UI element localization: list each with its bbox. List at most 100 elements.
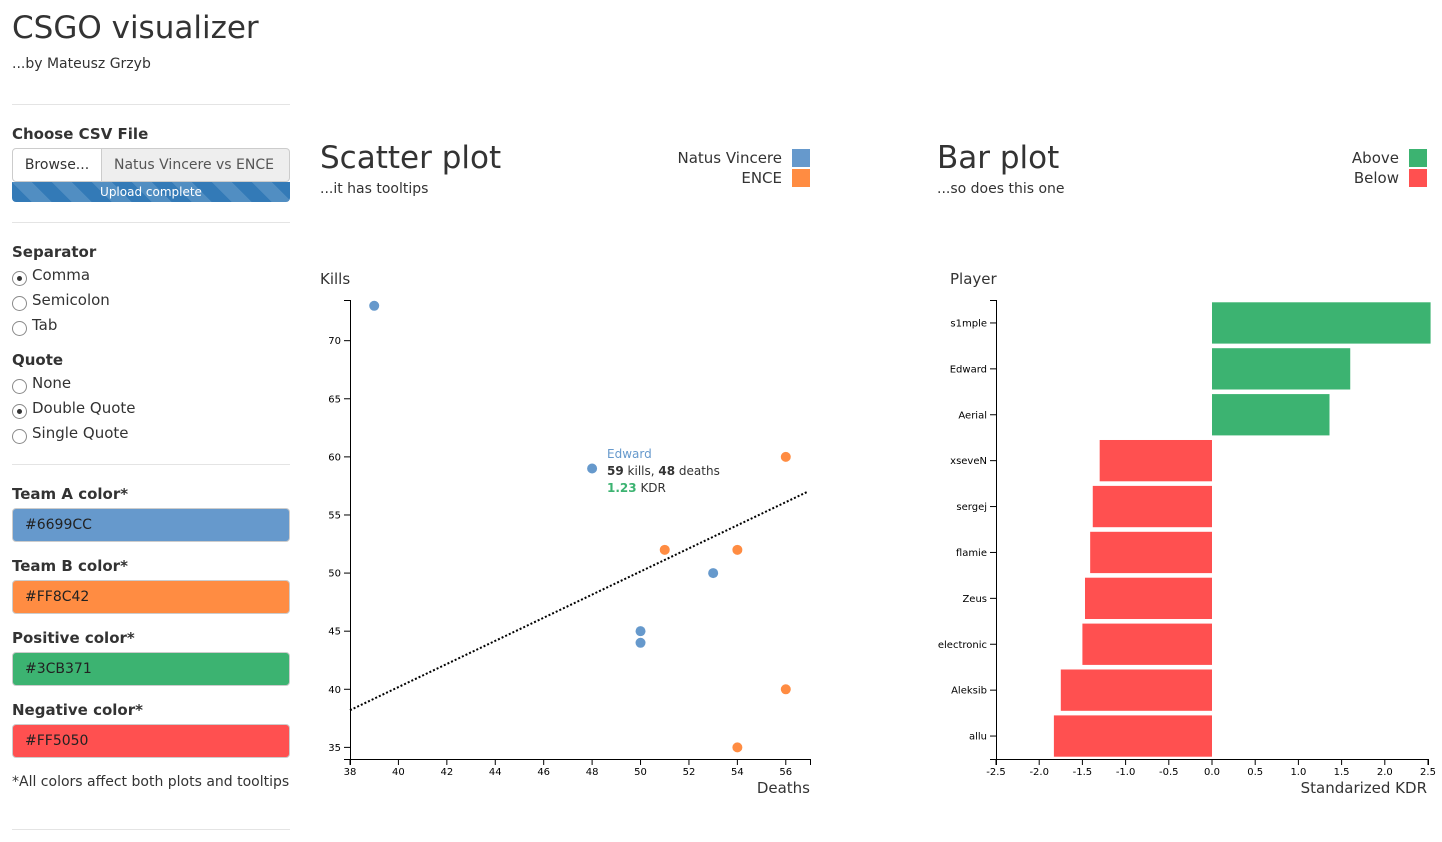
colors-note: *All colors affect both plots and toolti… — [12, 774, 290, 790]
x-tick-label: 2.5 — [1420, 767, 1436, 778]
radio-button[interactable] — [12, 295, 27, 311]
x-tick-label: -2.5 — [986, 767, 1006, 778]
data-point — [659, 544, 670, 555]
bar-Edward — [1212, 348, 1351, 390]
data-point — [587, 463, 598, 474]
radio-button[interactable] — [12, 320, 27, 336]
y-tick-label: 50 — [328, 569, 341, 580]
y-tick-label: Aerial — [958, 410, 987, 421]
quote-option-double[interactable]: Double Quote — [12, 398, 136, 419]
y-tick-label: 70 — [328, 336, 341, 347]
x-tick-label: -1.0 — [1116, 767, 1136, 778]
divider — [12, 829, 290, 830]
bar-title: Bar plot — [937, 140, 1060, 176]
negative-color-input[interactable]: #FF5050 — [12, 724, 290, 758]
x-tick-label: -0.5 — [1159, 767, 1179, 778]
x-tick-label: 1.0 — [1290, 767, 1306, 778]
x-tick-label: -2.0 — [1029, 767, 1049, 778]
tooltip-kdr-row: 1.23 KDR — [607, 480, 720, 497]
bar-allu — [1053, 715, 1212, 757]
bar-Aleksib — [1060, 669, 1212, 711]
team-b-color-input[interactable]: #FF8C42 — [12, 580, 290, 614]
y-tick-label: Aleksib — [951, 686, 987, 697]
positive-color-input[interactable]: #3CB371 — [12, 652, 290, 686]
scatter-tooltip: Edward 59 kills, 48 deaths 1.23 KDR — [607, 446, 720, 497]
y-tick-label: 40 — [328, 685, 341, 696]
y-tick-label: 35 — [328, 743, 341, 754]
data-point — [635, 637, 646, 648]
y-tick-label: Zeus — [962, 594, 987, 605]
legend-label: Below — [1353, 169, 1399, 187]
file-name-field[interactable]: Natus Vincere vs ENCE — [102, 148, 290, 182]
radio-label: Tab — [32, 316, 58, 334]
browse-button[interactable]: Browse... — [12, 148, 102, 182]
separator-option-tab[interactable]: Tab — [12, 315, 58, 336]
quote-label: Quote — [12, 351, 64, 369]
y-tick-label: sergej — [956, 502, 987, 513]
tooltip-kdr-label: KDR — [640, 481, 666, 495]
y-tick-label: allu — [969, 732, 987, 743]
bar-subtitle: ...so does this one — [937, 181, 1065, 197]
y-tick-label: 45 — [328, 627, 341, 638]
bar-electronic — [1082, 623, 1212, 665]
x-tick-label: 48 — [586, 767, 599, 778]
scatter-x-axis-title: Deaths — [756, 779, 810, 797]
bar-Zeus — [1084, 577, 1212, 620]
x-tick-label: 50 — [634, 767, 647, 778]
x-tick-label: 0.5 — [1247, 767, 1263, 778]
radio-label: Single Quote — [32, 424, 129, 442]
bar-sergej — [1092, 485, 1212, 528]
legend-item-below: Below — [1177, 169, 1427, 187]
separator-option-comma[interactable]: Comma — [12, 265, 90, 286]
tooltip-kdr: 1.23 — [607, 481, 637, 495]
y-tick-label: xseveN — [950, 456, 987, 467]
radio-label: None — [32, 374, 72, 392]
radio-button[interactable] — [12, 270, 27, 286]
trend-line — [349, 490, 809, 712]
separator-label: Separator — [12, 243, 97, 261]
quote-option-none[interactable]: None — [12, 373, 72, 394]
radio-button[interactable] — [12, 403, 27, 419]
y-tick-label: 55 — [328, 510, 341, 521]
data-point — [780, 684, 791, 695]
x-tick-label: 0.0 — [1204, 767, 1220, 778]
data-point — [732, 742, 743, 753]
data-point — [635, 626, 646, 637]
tooltip-kills-label: kills, — [627, 464, 655, 478]
separator-option-semicolon[interactable]: Semicolon — [12, 290, 110, 311]
x-tick-label: -1.5 — [1073, 767, 1093, 778]
legend-swatch — [1409, 169, 1427, 187]
divider — [12, 464, 290, 465]
legend-label: Natus Vincere — [677, 149, 782, 167]
legend-swatch — [792, 149, 810, 167]
scatter-title: Scatter plot — [320, 140, 502, 176]
y-tick-label: Edward — [950, 364, 987, 375]
bar-xseveN — [1099, 439, 1212, 482]
legend-swatch — [792, 169, 810, 187]
radio-button[interactable] — [12, 428, 27, 444]
x-tick-label: 40 — [392, 767, 405, 778]
team-b-color-label: Team B color* — [12, 557, 128, 575]
upload-progress: Upload complete — [12, 182, 290, 202]
data-point — [732, 544, 743, 555]
team-a-color-label: Team A color* — [12, 485, 129, 503]
bar-Aerial — [1212, 394, 1330, 436]
positive-color-label: Positive color* — [12, 629, 135, 647]
legend-item-ence: ENCE — [560, 169, 810, 187]
x-tick-label: 38 — [344, 767, 357, 778]
radio-button[interactable] — [12, 378, 27, 394]
file-label: Choose CSV File — [12, 125, 149, 143]
bar-y-axis-line — [990, 300, 997, 760]
file-input-group: Browse... Natus Vincere vs ENCE — [12, 148, 290, 182]
x-tick-label: 44 — [489, 767, 502, 778]
y-tick-label: 65 — [328, 394, 341, 405]
x-tick-label: 2.0 — [1377, 767, 1393, 778]
quote-option-single[interactable]: Single Quote — [12, 423, 129, 444]
legend-label: ENCE — [741, 169, 782, 187]
team-a-color-input[interactable]: #6699CC — [12, 508, 290, 542]
data-point — [780, 451, 791, 462]
upload-progress-bar: Upload complete — [12, 182, 290, 202]
scatter-subtitle: ...it has tooltips — [320, 181, 429, 197]
